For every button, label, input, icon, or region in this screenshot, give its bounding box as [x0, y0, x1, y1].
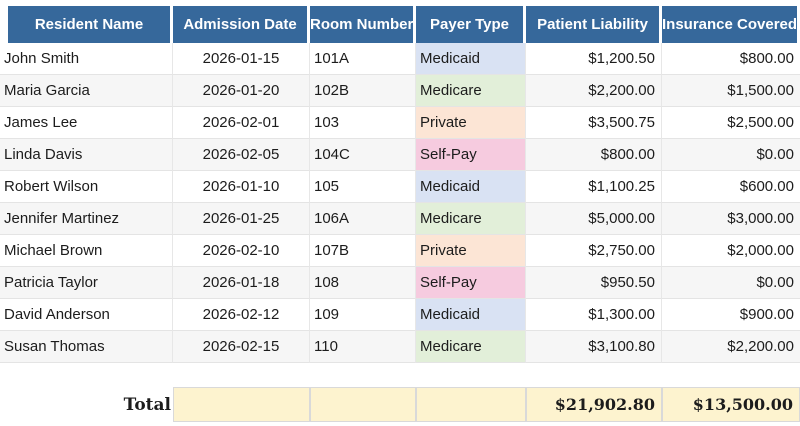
cell-name: John Smith — [0, 43, 173, 75]
cell-payer: Medicaid — [416, 299, 526, 331]
cell-name: Patricia Taylor — [0, 267, 173, 299]
cell-insurance: $600.00 — [662, 171, 800, 203]
cell-name: Susan Thomas — [0, 331, 173, 363]
table-row: Jennifer Martinez 2026-01-25 106A Medicare $… — [0, 203, 800, 235]
cell-payer: Private — [416, 107, 526, 139]
cell-date: 2026-02-05 — [173, 139, 310, 171]
cell-insurance: $1,500.00 — [662, 75, 800, 107]
cell-date: 2026-02-15 — [173, 331, 310, 363]
cell-name: Michael Brown — [0, 235, 173, 267]
cell-payer: Medicaid — [416, 171, 526, 203]
spacer-cell — [310, 363, 416, 387]
spacer-cell — [416, 363, 526, 387]
cell-insurance: $800.00 — [662, 43, 800, 75]
cell-liability: $5,000.00 — [526, 203, 662, 235]
cell-room: 107B — [310, 235, 416, 267]
column-header-room: Room Number — [310, 0, 416, 43]
cell-room: 103 — [310, 107, 416, 139]
column-header-name: Resident Name — [0, 0, 173, 43]
table-row: John Smith 2026-01-15 101A Medicaid $1,200.5… — [0, 43, 800, 75]
total-patient-liability: $21,902.80 — [526, 387, 662, 422]
cell-liability: $2,750.00 — [526, 235, 662, 267]
cell-date: 2026-02-01 — [173, 107, 310, 139]
total-empty-cell — [173, 387, 310, 422]
cell-liability: $3,100.80 — [526, 331, 662, 363]
table-row: Patricia Taylor 2026-01-18 108 Self-Pay $950… — [0, 267, 800, 299]
total-insurance-covered: $13,500.00 — [662, 387, 800, 422]
spacer-cell — [173, 363, 310, 387]
cell-room: 110 — [310, 331, 416, 363]
cell-date: 2026-02-10 — [173, 235, 310, 267]
table-row: James Lee 2026-02-01 103 Private $3,500.75 $2… — [0, 107, 800, 139]
cell-insurance: $2,200.00 — [662, 331, 800, 363]
table-row: Michael Brown 2026-02-10 107B Private $2,750… — [0, 235, 800, 267]
cell-liability: $3,500.75 — [526, 107, 662, 139]
cell-liability: $1,100.25 — [526, 171, 662, 203]
cell-payer: Medicare — [416, 331, 526, 363]
column-header-date: Admission Date — [173, 0, 310, 43]
cell-date: 2026-01-25 — [173, 203, 310, 235]
cell-name: Jennifer Martinez — [0, 203, 173, 235]
cell-room: 106A — [310, 203, 416, 235]
cell-room: 104C — [310, 139, 416, 171]
table-body: John Smith 2026-01-15 101A Medicaid $1,200.5… — [0, 43, 800, 363]
cell-liability: $950.50 — [526, 267, 662, 299]
cell-insurance: $900.00 — [662, 299, 800, 331]
table-footer: Total $21,902.80 $13,500.00 — [0, 363, 800, 422]
table-row: Linda Davis 2026-02-05 104C Self-Pay $800.00… — [0, 139, 800, 171]
cell-name: Robert Wilson — [0, 171, 173, 203]
cell-date: 2026-01-20 — [173, 75, 310, 107]
cell-room: 108 — [310, 267, 416, 299]
cell-liability: $2,200.00 — [526, 75, 662, 107]
cell-date: 2026-01-10 — [173, 171, 310, 203]
cell-name: Maria Garcia — [0, 75, 173, 107]
total-row: Total $21,902.80 $13,500.00 — [0, 387, 800, 422]
cell-payer: Private — [416, 235, 526, 267]
total-empty-cell — [310, 387, 416, 422]
cell-name: David Anderson — [0, 299, 173, 331]
cell-insurance: $2,000.00 — [662, 235, 800, 267]
cell-date: 2026-01-18 — [173, 267, 310, 299]
cell-date: 2026-01-15 — [173, 43, 310, 75]
cell-insurance: $0.00 — [662, 139, 800, 171]
cell-name: James Lee — [0, 107, 173, 139]
cell-liability: $800.00 — [526, 139, 662, 171]
cell-room: 101A — [310, 43, 416, 75]
header-row: Resident Name Admission Date Room Number Pa… — [0, 0, 800, 43]
table-row: Susan Thomas 2026-02-15 110 Medicare $3,100.… — [0, 331, 800, 363]
table-header: Resident Name Admission Date Room Number Pa… — [0, 0, 800, 43]
spacer-cell — [0, 363, 173, 387]
cell-insurance: $2,500.00 — [662, 107, 800, 139]
table-row: David Anderson 2026-02-12 109 Medicaid $1,30… — [0, 299, 800, 331]
cell-payer: Self-Pay — [416, 267, 526, 299]
spacer-row — [0, 363, 800, 387]
total-empty-cell — [416, 387, 526, 422]
cell-liability: $1,300.00 — [526, 299, 662, 331]
cell-insurance: $0.00 — [662, 267, 800, 299]
cell-name: Linda Davis — [0, 139, 173, 171]
column-header-insurance: Insurance Covered — [662, 0, 800, 43]
total-label: Total — [0, 387, 173, 422]
cell-room: 105 — [310, 171, 416, 203]
table-row: Maria Garcia 2026-01-20 102B Medicare $2,200… — [0, 75, 800, 107]
spacer-cell — [662, 363, 800, 387]
column-header-payer: Payer Type — [416, 0, 526, 43]
cell-liability: $1,200.50 — [526, 43, 662, 75]
cell-insurance: $3,000.00 — [662, 203, 800, 235]
cell-payer: Medicare — [416, 75, 526, 107]
cell-payer: Self-Pay — [416, 139, 526, 171]
cell-date: 2026-02-12 — [173, 299, 310, 331]
column-header-liability: Patient Liability — [526, 0, 662, 43]
cell-room: 109 — [310, 299, 416, 331]
cell-payer: Medicare — [416, 203, 526, 235]
cell-payer: Medicaid — [416, 43, 526, 75]
spacer-cell — [526, 363, 662, 387]
table-row: Robert Wilson 2026-01-10 105 Medicaid $1,100… — [0, 171, 800, 203]
cell-room: 102B — [310, 75, 416, 107]
